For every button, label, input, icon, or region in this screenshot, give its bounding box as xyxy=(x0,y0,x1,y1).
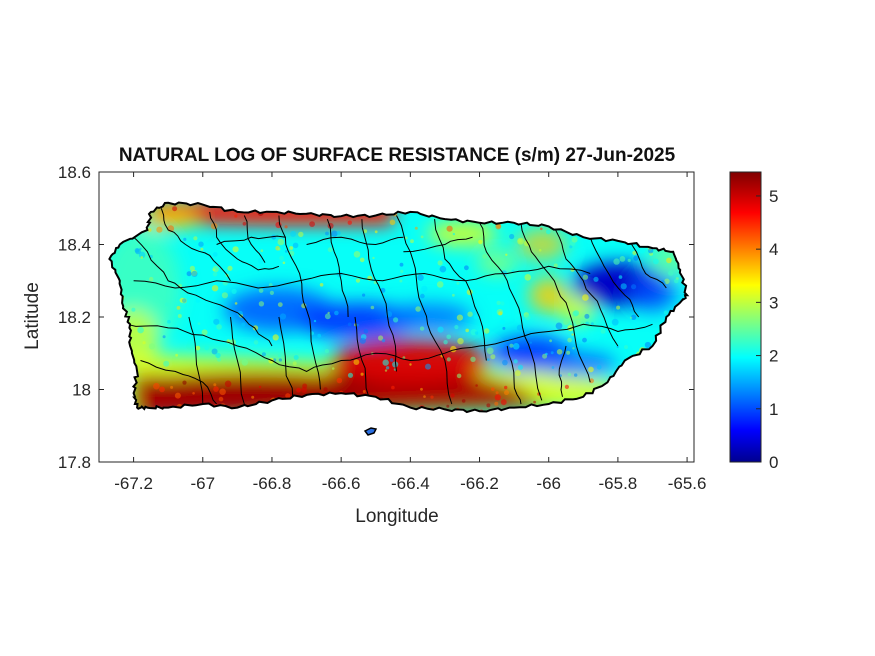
x-tick-label: -67 xyxy=(190,474,215,493)
x-tick-label: -66.8 xyxy=(253,474,292,493)
municipal-border xyxy=(278,316,294,397)
x-tick-label: -65.6 xyxy=(668,474,707,493)
municipal-borders xyxy=(126,208,667,405)
y-tick-label: 17.8 xyxy=(58,453,91,472)
y-axis-label: Latitude xyxy=(22,282,43,350)
colorbar xyxy=(729,171,762,463)
municipal-border xyxy=(506,345,522,405)
colorbar-tick-label: 5 xyxy=(769,187,778,206)
x-tick-label: -65.8 xyxy=(599,474,638,493)
municipal-border xyxy=(361,219,397,372)
municipal-border xyxy=(160,208,231,282)
municipal-border xyxy=(230,316,245,405)
x-axis-label: Longitude xyxy=(355,506,438,527)
municipal-border xyxy=(555,229,619,347)
municipal-border xyxy=(126,323,653,372)
colorbar-tick-label: 2 xyxy=(769,347,778,366)
municipal-border xyxy=(520,222,591,383)
x-tick-label: -66.4 xyxy=(391,474,430,493)
y-tick-label: 18.2 xyxy=(58,308,91,327)
municipal-border xyxy=(216,235,286,245)
municipal-border xyxy=(278,215,321,390)
islet xyxy=(363,427,378,436)
colorbar-tick-label: 1 xyxy=(769,400,778,419)
x-tick-label: -66 xyxy=(536,474,561,493)
map-title: NATURAL LOG OF SURFACE RESISTANCE (s/m) … xyxy=(119,145,676,166)
municipal-border xyxy=(209,211,280,271)
municipal-border xyxy=(479,222,543,401)
y-tick-label: 18.6 xyxy=(58,163,91,182)
y-axis: 17.8 18 18.2 18.4 18.6 xyxy=(58,163,694,472)
x-tick-label: -66.2 xyxy=(460,474,499,493)
municipal-border xyxy=(243,215,266,263)
municipal-border xyxy=(558,345,567,397)
municipal-border xyxy=(631,244,667,289)
colorbar-tick-label: 3 xyxy=(769,293,778,312)
municipal-border xyxy=(133,265,591,289)
coastline xyxy=(108,201,690,414)
municipal-border xyxy=(354,316,370,397)
municipal-border xyxy=(188,316,204,405)
colorbar-ticks: 0 1 2 3 4 5 xyxy=(756,187,778,472)
x-axis: -67.2 -67 -66.8 -66.6 -66.4 -66.2 -66 -65.8 -65.… xyxy=(114,172,706,493)
y-tick-label: 18 xyxy=(72,381,91,400)
municipal-border xyxy=(306,236,404,246)
municipal-border xyxy=(589,237,640,318)
municipal-border xyxy=(140,360,217,405)
municipal-border xyxy=(326,218,349,318)
municipal-border xyxy=(133,236,273,347)
x-tick-label: -66.6 xyxy=(322,474,361,493)
x-tick-label: -67.2 xyxy=(114,474,153,493)
municipal-border xyxy=(396,215,453,405)
y-tick-label: 18.4 xyxy=(58,236,91,255)
colorbar-tick-label: 4 xyxy=(769,240,778,259)
municipal-border xyxy=(403,236,473,253)
colorbar-tick-label: 0 xyxy=(769,453,778,472)
